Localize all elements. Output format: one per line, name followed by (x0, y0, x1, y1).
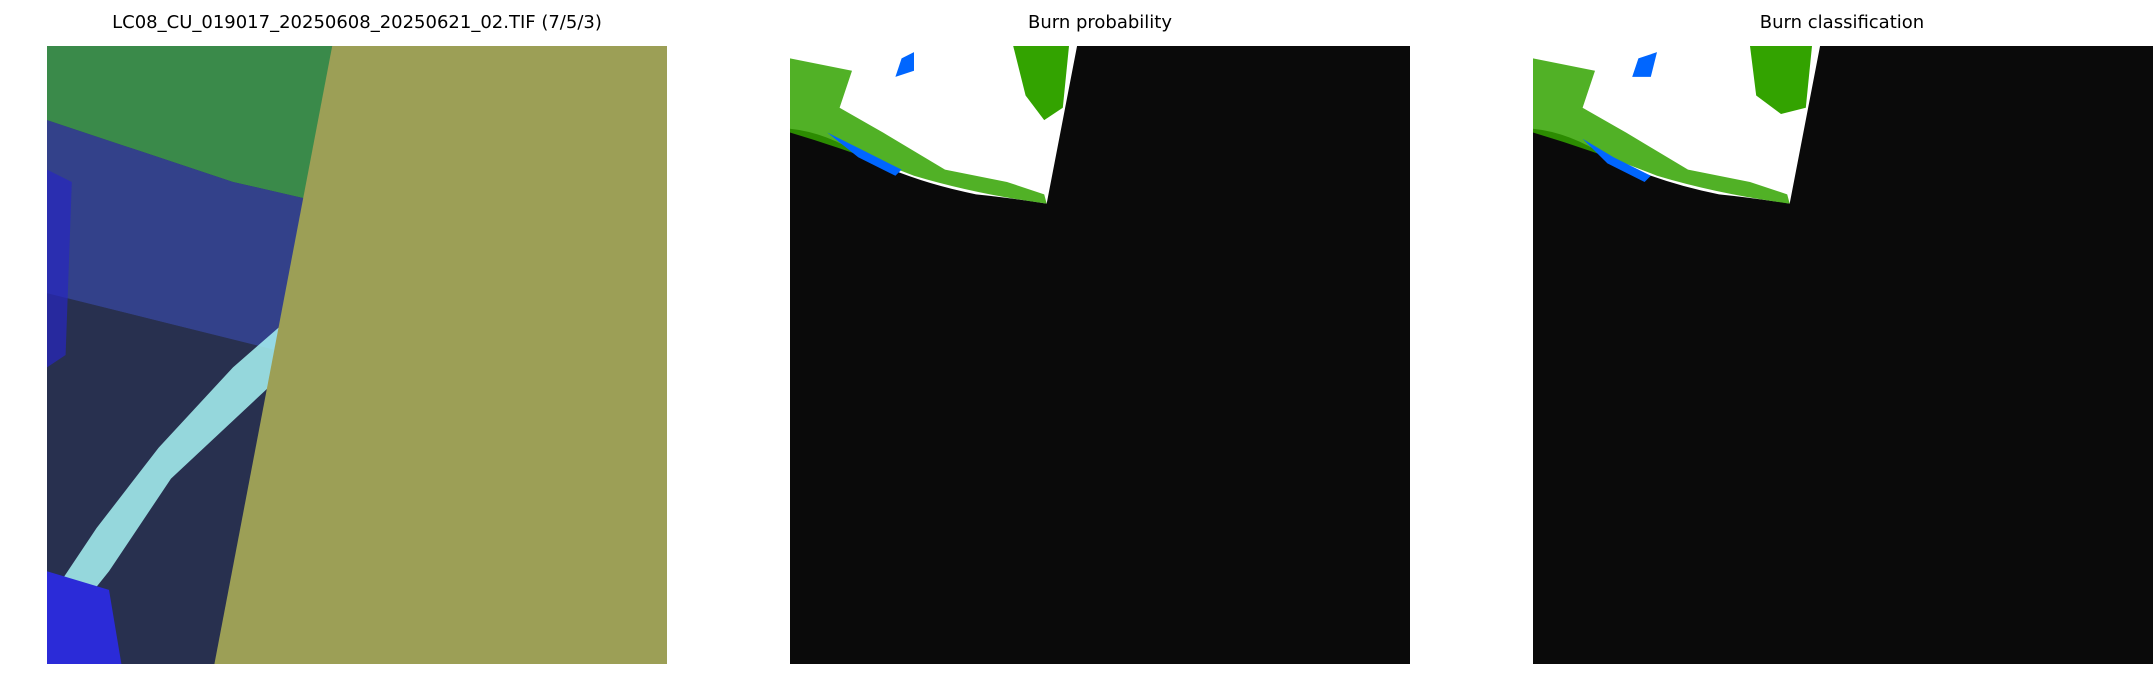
panel-title-classification: Burn classification (1759, 12, 1925, 33)
burn-classification-map (1533, 46, 2153, 664)
panel-title-composite: LC08_CU_019017_20250608_20250621_02.TIF … (112, 12, 602, 33)
composite-image (47, 46, 667, 664)
panel-title-probability: Burn probability (1027, 12, 1172, 33)
burn-probability-map (790, 46, 1410, 664)
